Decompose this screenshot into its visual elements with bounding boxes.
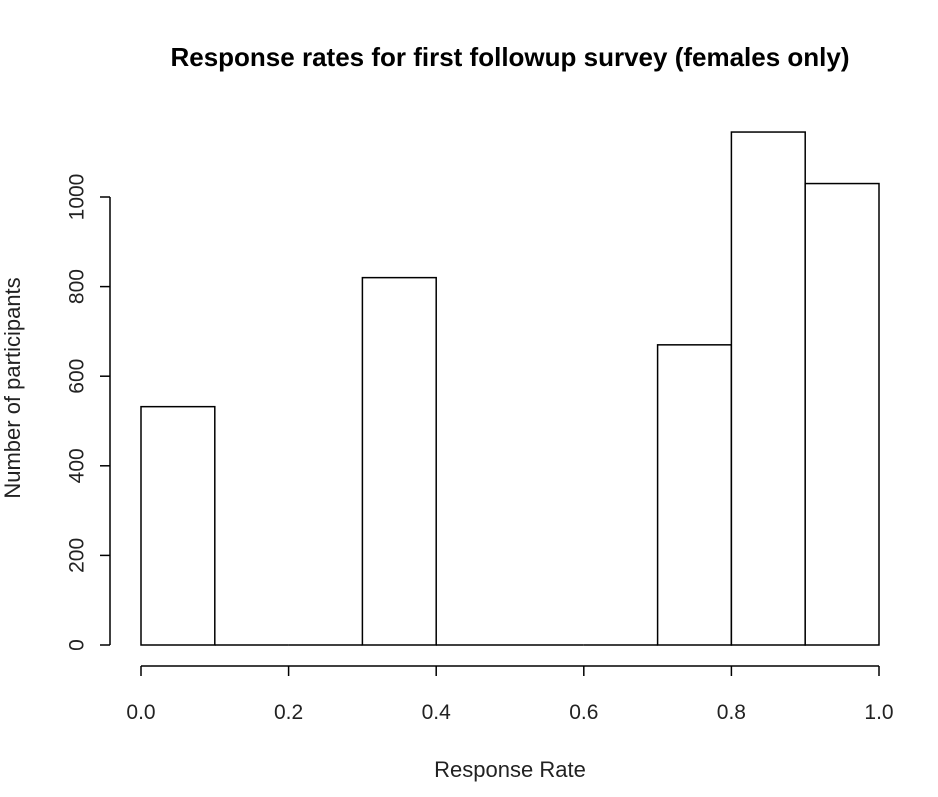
x-axis-label: Response Rate [434,757,586,782]
histogram-bar-9 [804,182,880,646]
y-tick-label: 800 [65,269,88,304]
y-tick-label: 600 [65,359,88,394]
y-tick-label: 0 [65,639,88,651]
x-tick-label: 0.8 [717,701,746,724]
x-tick-label: 0.6 [569,701,598,724]
x-tick-label: 1.0 [864,701,893,724]
chart-title: Response rates for first followup survey… [170,42,849,72]
y-tick-label: 200 [65,538,88,573]
bars-group [140,131,880,646]
x-tick-label: 0.2 [274,701,303,724]
histogram-bar-8 [730,131,806,646]
y-tick-label: 400 [65,448,88,483]
y-axis-label: Number of participants [0,277,25,498]
y-axis-ticks: 0 200 400 600 800 1000 [65,174,110,651]
x-axis-ticks: 0.0 0.2 0.4 0.6 0.8 1.0 [126,666,894,724]
x-tick-label: 0.0 [126,701,155,724]
y-tick-label: 1000 [65,174,88,221]
x-tick-label: 0.4 [422,701,452,724]
histogram-bar-7 [656,344,733,646]
histogram-bar-3 [361,276,437,646]
histogram-bar-0 [140,405,216,646]
